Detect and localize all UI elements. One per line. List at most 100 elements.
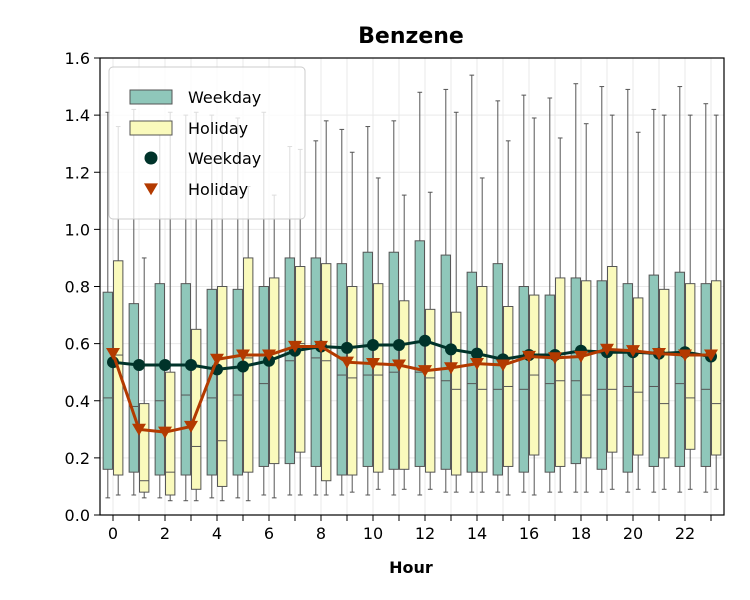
point-weekday-2 <box>159 359 171 372</box>
box-body <box>217 286 228 487</box>
point-holiday-11 <box>392 359 406 372</box>
legend: Weekday Holiday Weekday Holiday <box>108 66 306 220</box>
box-holiday-10 <box>373 177 384 490</box>
point-holiday-20 <box>626 345 640 358</box>
point-holiday-21 <box>652 348 666 360</box>
x-tick-label: 22 <box>675 524 695 543</box>
box-holiday-19 <box>607 114 618 490</box>
box-body <box>373 283 384 473</box>
point-holiday-17 <box>548 352 562 365</box>
x-tick-label: 10 <box>363 524 383 543</box>
point-holiday-16 <box>522 350 536 363</box>
box-plots <box>102 74 722 502</box>
box-holiday-9 <box>347 151 358 493</box>
y-tick-label: 1.6 <box>65 49 90 68</box>
box-weekday-14 <box>466 74 477 493</box>
legend-swatch-box <box>129 120 173 136</box>
box-body <box>321 263 332 482</box>
point-holiday-0 <box>106 348 120 360</box>
point-holiday-6 <box>262 349 276 362</box>
box-body <box>451 311 462 476</box>
point-weekday-5 <box>237 360 249 373</box>
point-weekday-3 <box>185 359 197 372</box>
point-holiday-22 <box>678 349 692 362</box>
box-holiday-20 <box>633 131 644 490</box>
box-holiday-16 <box>529 117 540 496</box>
x-tick-label: 2 <box>160 524 170 543</box>
point-holiday-4 <box>210 353 224 366</box>
box-body <box>700 283 711 467</box>
point-holiday-5 <box>236 349 250 362</box>
legend-label: Holiday <box>188 119 248 138</box>
box-weekday-21 <box>648 108 659 493</box>
x-tick-label: 0 <box>108 524 118 543</box>
legend-frame <box>108 66 306 220</box>
box-body <box>269 277 280 465</box>
point-weekday-11 <box>393 339 405 352</box>
box-body <box>648 274 659 467</box>
box-body <box>622 283 633 473</box>
box-body <box>633 297 644 456</box>
box-holiday-15 <box>503 140 514 496</box>
box-body <box>310 257 321 467</box>
y-tick-label: 0.4 <box>65 392 90 411</box>
box-holiday-22 <box>685 114 696 490</box>
box-weekday-18 <box>570 83 581 493</box>
y-tick-label: 0.8 <box>65 278 90 297</box>
box-body <box>128 303 139 473</box>
box-body <box>555 277 566 467</box>
x-tick-label: 6 <box>264 524 274 543</box>
y-tick-label: 0.2 <box>65 449 90 468</box>
point-holiday-9 <box>340 356 354 369</box>
legend-label: Weekday <box>188 149 261 168</box>
y-tick-label: 1.2 <box>65 163 90 182</box>
legend-label: Holiday <box>188 180 248 199</box>
legend-label: Weekday <box>188 88 261 107</box>
chart-title: Benzene <box>358 24 464 49</box>
point-weekday-13 <box>445 343 457 356</box>
box-body <box>570 277 581 465</box>
box-body <box>399 300 410 470</box>
box-weekday-19 <box>596 86 607 493</box>
box-body <box>477 286 488 473</box>
box-body <box>347 286 358 476</box>
box-body <box>154 283 165 476</box>
box-holiday-8 <box>321 120 332 496</box>
box-weekday-13 <box>440 88 451 493</box>
point-holiday-18 <box>574 350 588 363</box>
box-holiday-21 <box>659 114 670 490</box>
box-body <box>685 283 696 450</box>
box-weekday-22 <box>674 86 685 493</box>
y-tick-label: 0.6 <box>65 335 90 354</box>
point-holiday-3 <box>184 420 198 433</box>
point-holiday-23 <box>704 349 718 362</box>
x-tick-label: 8 <box>316 524 326 543</box>
line-holiday <box>111 344 711 434</box>
point-holiday-1 <box>132 423 146 436</box>
box-body <box>492 263 503 476</box>
x-tick-label: 20 <box>623 524 643 543</box>
x-tick-label: 14 <box>467 524 487 543</box>
point-weekday-12 <box>419 334 431 347</box>
box-body <box>466 271 477 473</box>
point-holiday-7 <box>288 340 302 353</box>
box-holiday-12 <box>425 191 436 490</box>
box-body <box>518 286 529 473</box>
box-holiday-18 <box>581 123 592 493</box>
box-body <box>258 286 269 467</box>
box-holiday-11 <box>399 194 410 490</box>
point-holiday-13 <box>444 362 458 375</box>
box-weekday-17 <box>544 97 555 493</box>
point-holiday-12 <box>418 365 432 378</box>
box-weekday-23 <box>700 103 711 493</box>
box-body <box>139 403 150 493</box>
x-tick-label: 16 <box>519 524 539 543</box>
box-body <box>711 280 722 456</box>
legend-marker-circle <box>144 151 158 165</box>
box-holiday-13 <box>451 111 462 493</box>
y-tick-label: 1.0 <box>65 220 90 239</box>
box-holiday-23 <box>711 114 722 490</box>
point-holiday-15 <box>496 359 510 372</box>
point-holiday-10 <box>366 358 380 370</box>
box-weekday-8 <box>310 140 321 496</box>
